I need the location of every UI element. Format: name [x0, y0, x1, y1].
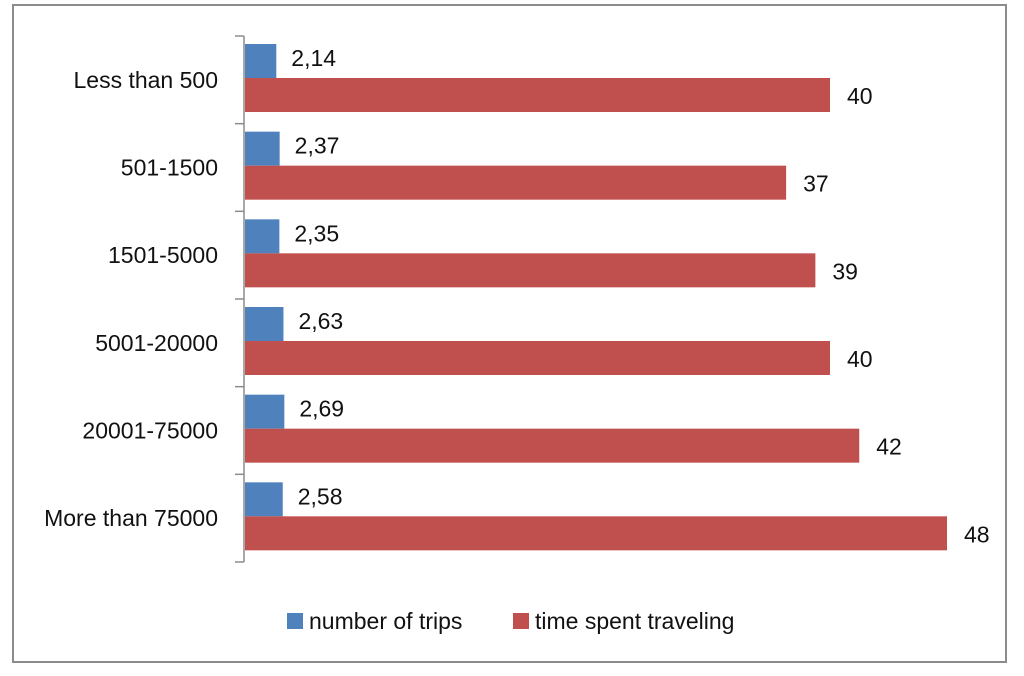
data-label-time-spent-traveling: 40: [847, 83, 873, 109]
data-label-time-spent-traveling: 39: [832, 258, 858, 284]
data-label-number-of-trips: 2,63: [298, 308, 343, 334]
category-label: 1501-5000: [108, 242, 218, 268]
bar-time-spent-traveling: [245, 428, 860, 463]
data-label-time-spent-traveling: 37: [803, 171, 829, 197]
bar-number-of-trips: [245, 131, 280, 166]
bar-time-spent-traveling: [245, 341, 830, 375]
legend-swatch: [513, 613, 529, 629]
bar-number-of-trips: [245, 307, 284, 341]
data-label-number-of-trips: 2,37: [295, 133, 340, 159]
legend-label: number of trips: [309, 608, 462, 634]
category-label: 20001-75000: [82, 418, 218, 444]
category-label: 5001-20000: [95, 330, 218, 356]
bar-time-spent-traveling: [245, 78, 830, 112]
bar-number-of-trips: [245, 394, 285, 429]
bar-number-of-trips: [245, 44, 277, 78]
data-label-number-of-trips: 2,69: [299, 396, 344, 422]
data-label-number-of-trips: 2,14: [291, 45, 336, 71]
legend-label: time spent traveling: [535, 608, 734, 634]
chart-frame: [12, 4, 1007, 663]
bar-time-spent-traveling: [245, 253, 816, 288]
category-label: 501-1500: [121, 155, 218, 181]
bar-time-spent-traveling: [245, 516, 947, 551]
legend-swatch: [287, 613, 303, 629]
data-label-number-of-trips: 2,35: [294, 220, 339, 246]
category-label: More than 75000: [44, 505, 218, 531]
bar-number-of-trips: [245, 219, 280, 254]
bar-number-of-trips: [245, 482, 283, 517]
bar-time-spent-traveling: [245, 165, 787, 200]
data-label-time-spent-traveling: 40: [847, 346, 873, 372]
data-label-number-of-trips: 2,58: [298, 483, 343, 509]
data-label-time-spent-traveling: 48: [964, 521, 990, 547]
data-label-time-spent-traveling: 42: [876, 434, 902, 460]
category-label: Less than 500: [73, 67, 218, 93]
